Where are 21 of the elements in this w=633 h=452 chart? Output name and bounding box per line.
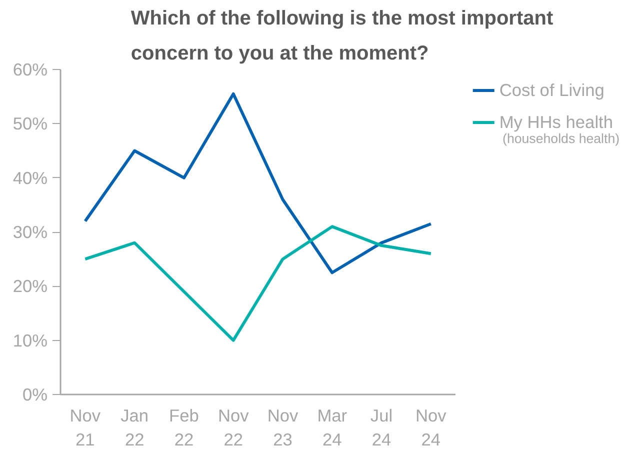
x-tick-label: Nov 23 — [267, 406, 298, 450]
y-tick-label: 10% — [12, 330, 48, 350]
x-tick-label: Feb 22 — [169, 406, 199, 450]
y-tick-label: 50% — [12, 114, 48, 134]
x-tick-label: Jul 24 — [370, 406, 393, 450]
y-tick-label: 20% — [12, 276, 48, 296]
y-tick-label: 30% — [12, 222, 48, 242]
text: (households health) — [502, 130, 620, 146]
x-tick-label: Nov 24 — [415, 406, 447, 450]
line-series — [84, 225, 432, 342]
y-tick-label: 40% — [12, 168, 48, 188]
y-tick-label: 60% — [12, 60, 48, 80]
legend-label: Cost of Living — [499, 80, 604, 100]
line-series — [84, 92, 432, 274]
x-tick-label: Mar 24 — [317, 406, 348, 450]
y-tick-label: 0% — [22, 384, 48, 404]
x-tick-label: Nov 22 — [218, 406, 250, 450]
legend-label: My HHs health — [499, 112, 613, 132]
x-tick-label: Jan 22 — [120, 406, 149, 450]
x-tick-label: Nov 21 — [70, 406, 101, 450]
chart-title: Which of the following is the most important concern to you at the moment? — [130, 7, 554, 64]
